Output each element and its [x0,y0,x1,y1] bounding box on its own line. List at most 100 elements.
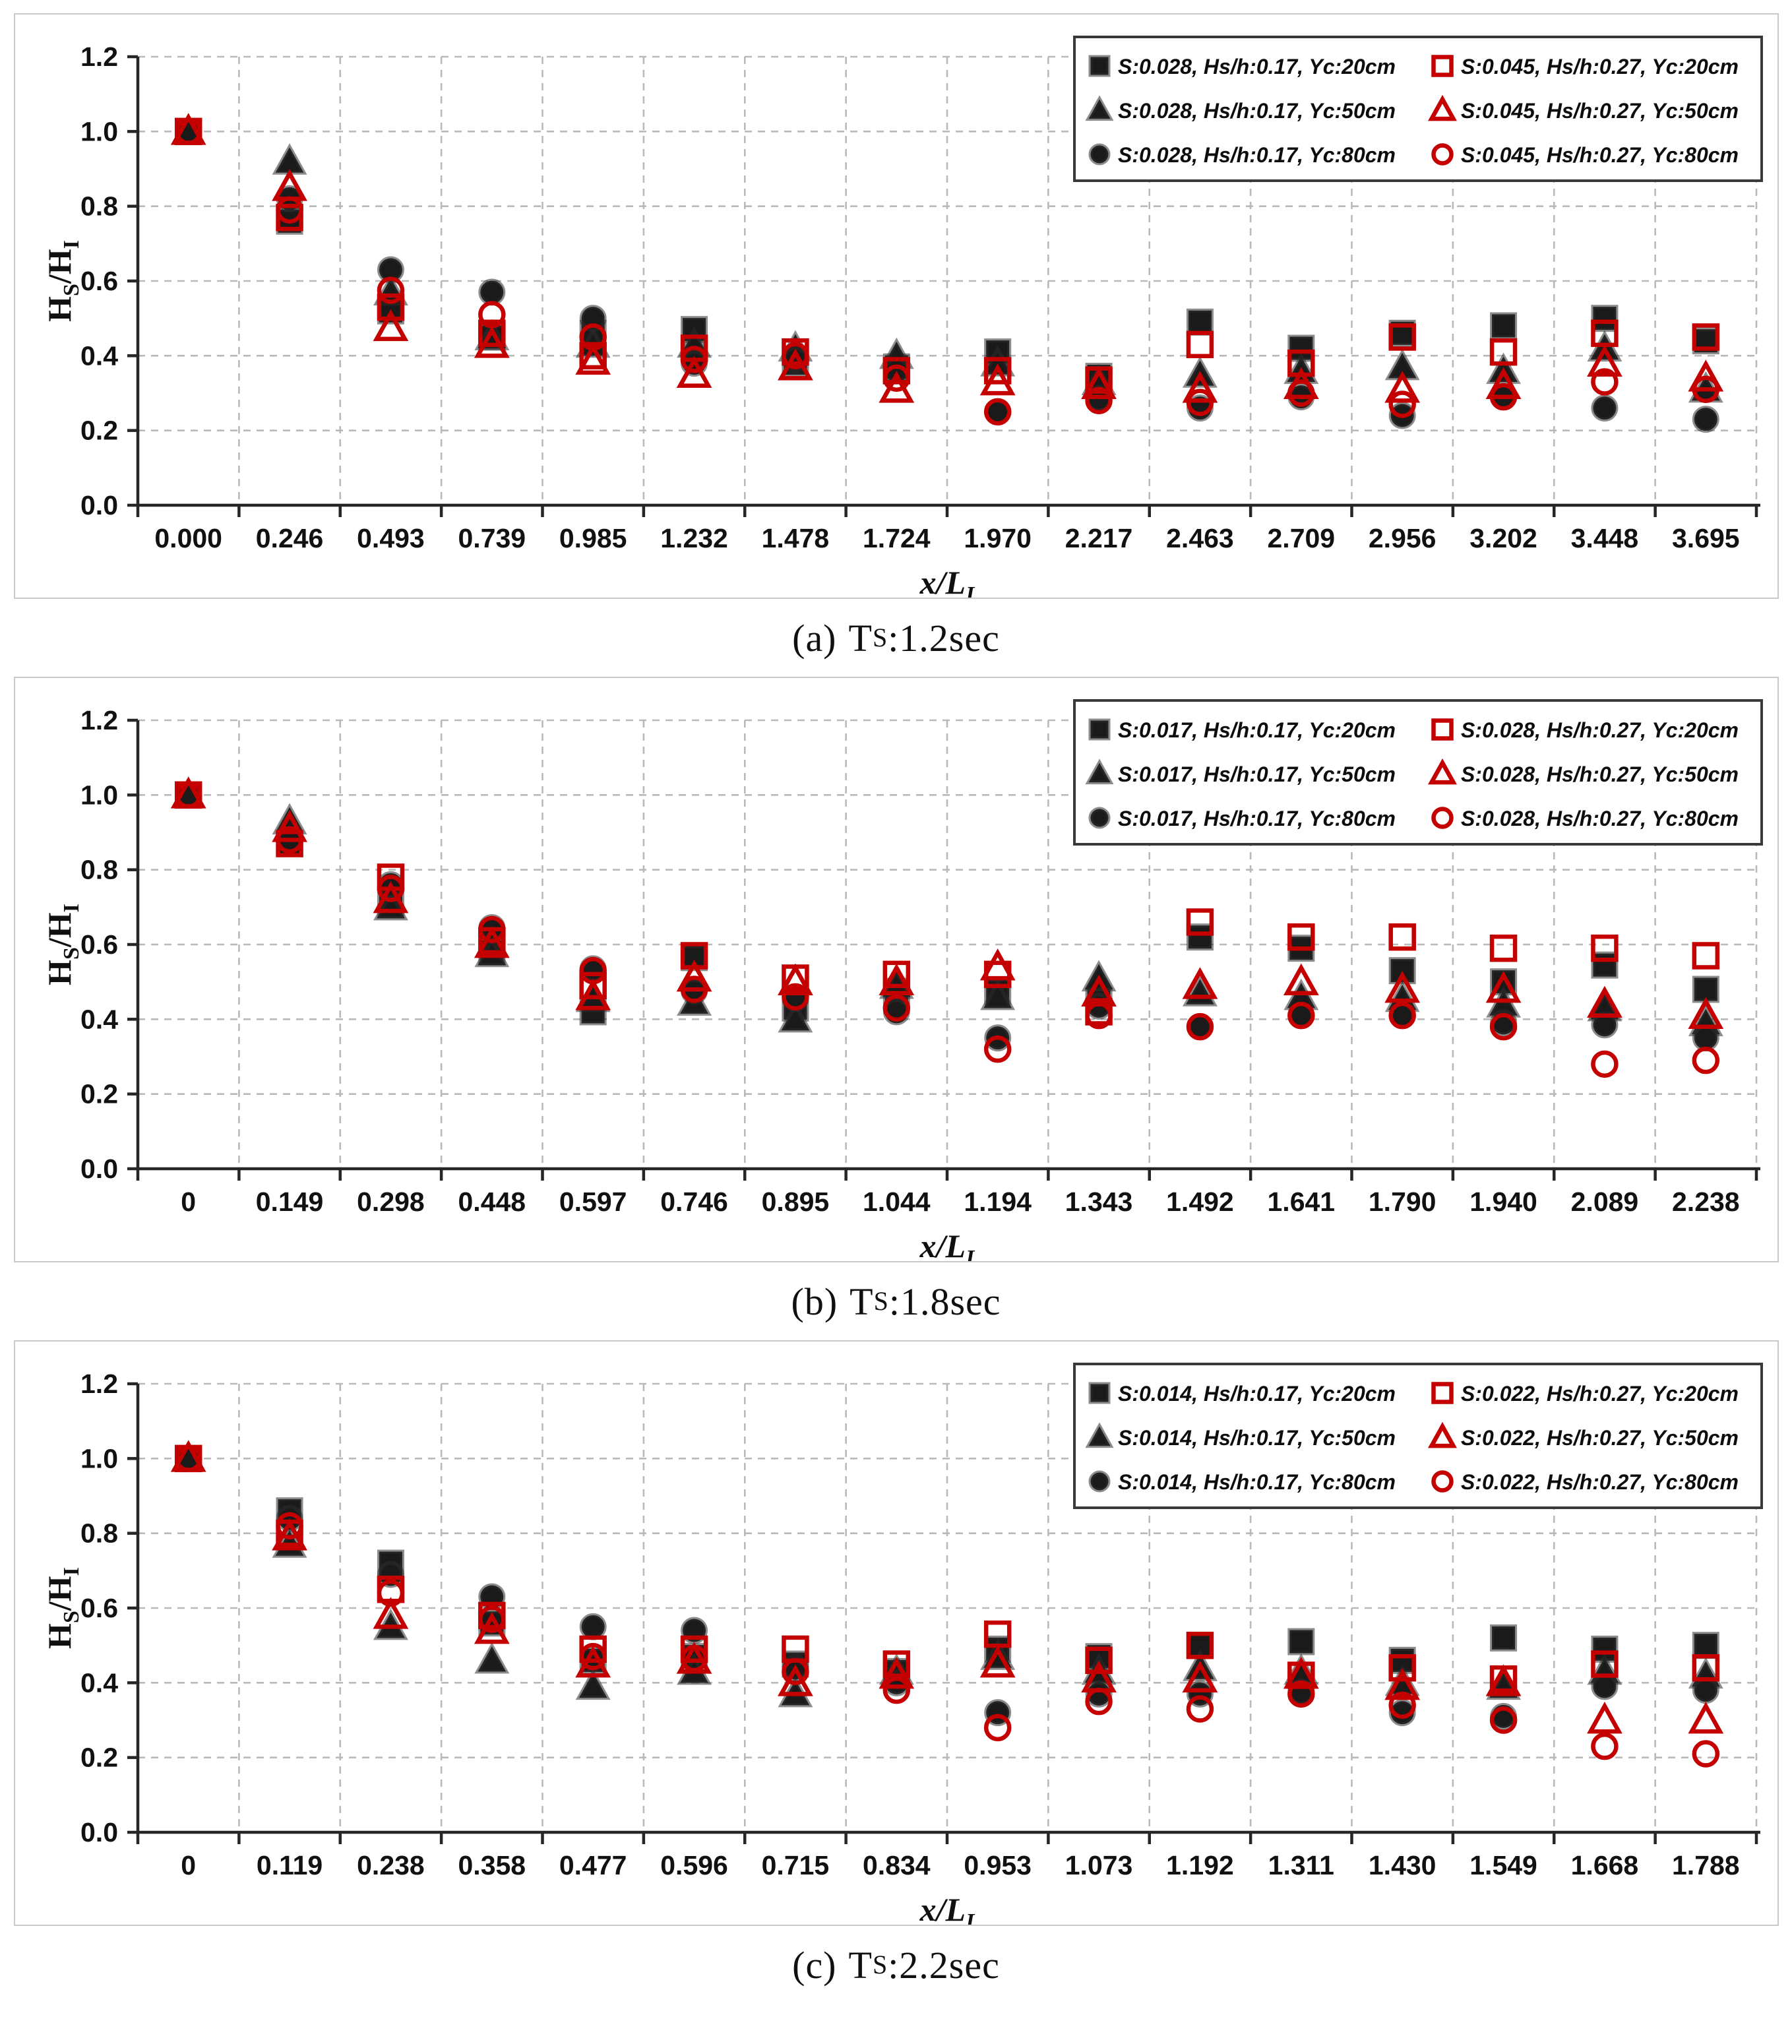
data-point [882,1676,910,1704]
data-point [1692,1024,1719,1052]
data-point [983,357,1011,385]
x-tick-label: 0 [181,1187,196,1217]
data-point [680,346,708,373]
data-point [1186,1012,1214,1041]
data-point [275,826,303,854]
x-tick-label: 0 [181,1850,196,1880]
data-point [1388,1001,1416,1030]
data-point [781,1657,809,1686]
data-point [478,915,506,944]
chart-panel-b: 0.0 0.2 0.4 0.6 0.8 1.0 1.2 0 0.149 0.298 0.448 0.5… [13,677,1779,1262]
data-point [1384,970,1420,1003]
data-point [1590,1011,1618,1039]
x-tick-label: 1.430 [1368,1850,1436,1880]
data-point [1590,368,1619,396]
data-point [579,1613,607,1640]
data-point [271,810,307,842]
data-point [377,1579,404,1607]
data-point [983,1035,1011,1063]
y-tick-labels: 0.0 0.2 0.4 0.6 0.8 1.0 1.2 [80,1369,118,1847]
x-tick-label: 0.715 [761,1850,829,1880]
data-point [882,357,910,385]
x-tick-label: 1.192 [1166,1850,1234,1880]
x-tick-label: 1.788 [1672,1850,1740,1880]
data-point [377,293,404,321]
x-tick-label: 0.298 [357,1187,425,1217]
data-point [1186,388,1214,416]
y-axis-title: HS/HI [41,904,84,985]
x-tick-label: 1.790 [1368,1187,1436,1217]
data-point [373,309,408,342]
legend-marker-circle [1088,143,1110,166]
data-point [478,1605,506,1633]
data-point [1388,390,1416,418]
chart-canvas-b: 0.0 0.2 0.4 0.6 0.8 1.0 1.2 0 0.149 0.298 0.448 0.5… [41,699,1763,1261]
data-point [1692,1677,1719,1704]
y-tick-label: 0.6 [80,1593,118,1623]
data-point [1084,1646,1113,1675]
data-point [275,1512,303,1540]
data-point [1283,963,1319,995]
legend-marker-triangle [1084,759,1114,785]
x-tick-label: 1.492 [1166,1187,1234,1217]
data-point [276,1504,303,1532]
data-point [578,956,607,985]
data-point [979,345,1015,377]
legend-label: S:0.045, Hs/h:0.27, Yc:50cm [1461,99,1739,123]
x-tick-label: 0.246 [255,523,323,553]
chart-panel-a: 0.0 0.2 0.4 0.6 0.8 1.0 1.2 0.000 0.246 0.493 0.73… [13,13,1779,599]
data-point [777,963,813,995]
data-point [1687,359,1723,392]
data-point [174,781,202,809]
data-point [680,1635,708,1663]
x-tick-label: 1.940 [1469,1187,1537,1217]
y-tick-label: 0.4 [80,1667,118,1698]
data-point [574,342,611,375]
caption-symbol: T [848,616,873,660]
data-point [1388,323,1416,351]
y-tick-label: 0.6 [80,929,118,960]
data-point [676,959,712,992]
legend-label: S:0.028, Hs/h:0.27, Yc:50cm [1461,762,1739,786]
data-point [1586,344,1622,377]
caption-symbol: T [850,1280,874,1323]
chart-canvas-c: 0.0 0.2 0.4 0.6 0.8 1.0 1.2 0 0.119 0.238 0.358 0.4… [41,1363,1763,1925]
data-point [1084,387,1113,415]
data-point [1489,338,1517,366]
legend-marker-circle [1431,143,1454,166]
data-point [1388,1699,1416,1727]
data-point [1287,1628,1314,1656]
legend-label: S:0.045, Hs/h:0.27, Yc:20cm [1461,55,1739,78]
data-point [1084,1687,1113,1716]
x-tick-label: 0.834 [863,1850,931,1880]
data-point [478,301,506,328]
y-tick-label: 0.2 [80,1079,118,1109]
legend-label: S:0.028, Hs/h:0.17, Yc:20cm [1118,55,1396,78]
y-axis-title: HS/HI [41,1567,84,1649]
data-point [275,196,303,224]
data-point [882,994,910,1022]
x-tick-label: 0.493 [357,523,425,553]
data-point [1384,1667,1420,1700]
legend-marker-square [1088,1382,1110,1404]
x-tick-label: 1.478 [761,523,829,553]
data-point [1692,406,1719,433]
x-tick-label: 0.746 [660,1187,728,1217]
data-point [1485,367,1521,399]
series-s-0-028-hs-h-0-27-yc-80cm [174,781,1719,1078]
data-point [1287,1680,1315,1708]
data-point [1590,934,1619,962]
x-tick-label: 2.709 [1267,523,1335,553]
y-tick-labels: 0.0 0.2 0.4 0.6 0.8 1.0 1.2 [80,705,118,1184]
data-point [882,364,910,392]
legend-marker-triangle [1427,94,1457,121]
legend-label: S:0.045, Hs/h:0.27, Yc:80cm [1461,143,1739,167]
data-point [676,356,712,388]
data-point [575,1668,611,1700]
axes [127,55,1760,517]
data-point [1287,923,1315,951]
data-point [574,1645,611,1678]
data-point [275,203,303,232]
data-point [1388,1654,1416,1682]
